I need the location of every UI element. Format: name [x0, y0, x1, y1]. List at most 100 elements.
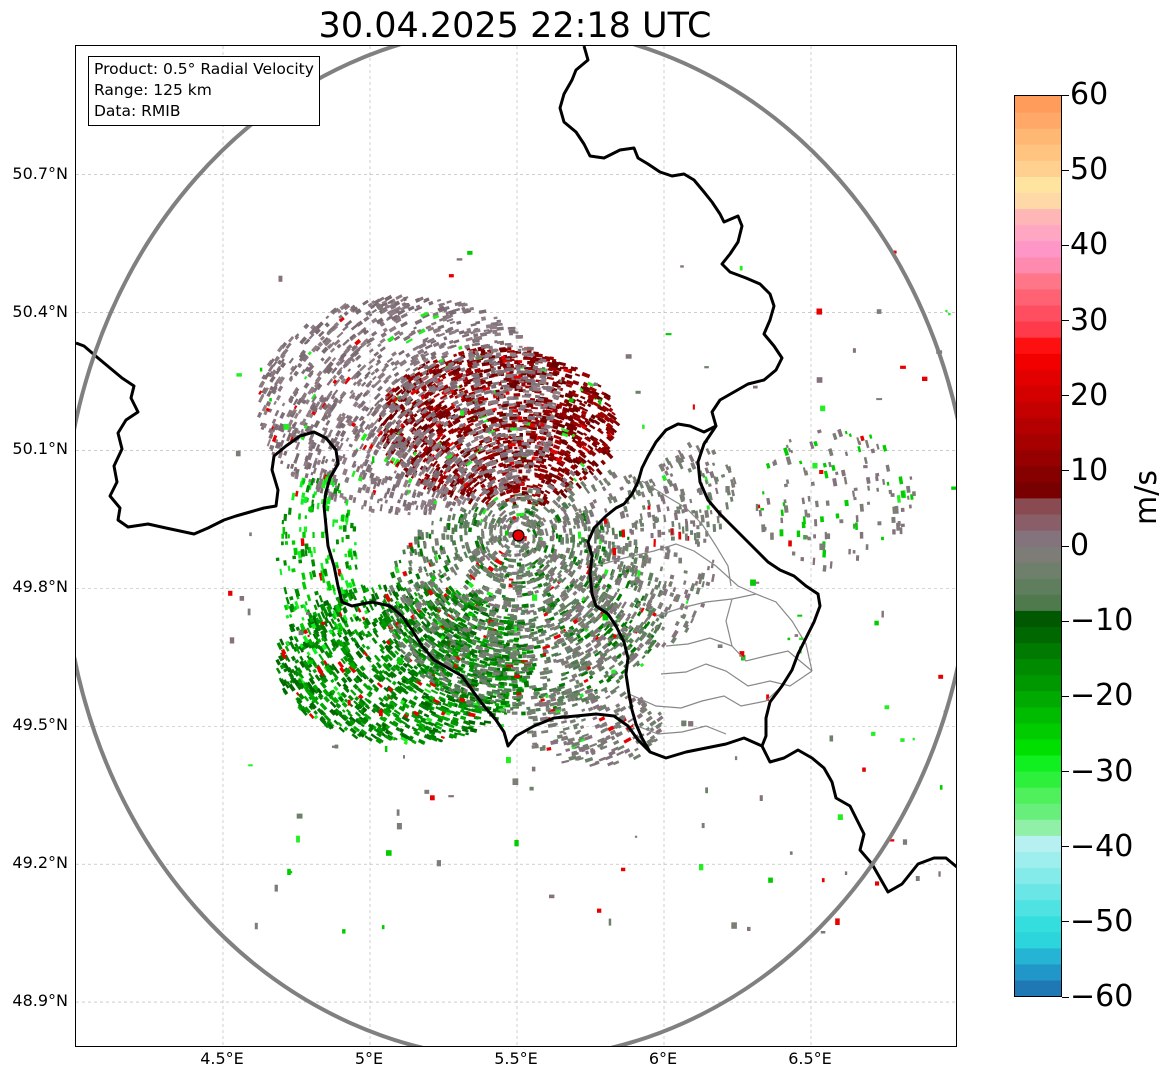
colorbar-segment	[1015, 497, 1061, 515]
colorbar-segment	[1015, 610, 1061, 627]
lon-tick-label: 4.5°E	[200, 1049, 244, 1068]
district-boundary	[641, 480, 732, 587]
colorbar-segment	[1015, 803, 1061, 820]
lat-tick-label: 48.9°N	[12, 991, 68, 1011]
colorbar-segment	[1015, 931, 1061, 949]
colorbar-segment	[1015, 546, 1061, 563]
colorbar-tick-label: 10	[1070, 452, 1109, 488]
info-product: Product: 0.5° Radial Velocity	[94, 60, 314, 78]
colorbar-segment	[1015, 578, 1061, 595]
district-boundary	[595, 543, 757, 595]
colorbar-segment	[1015, 513, 1061, 531]
lat-tick-label: 50.7°N	[12, 163, 68, 183]
colorbar-segment	[1015, 979, 1061, 996]
colorbar-segment	[1015, 433, 1061, 451]
colorbar-tick-mark	[1062, 545, 1069, 547]
colorbar-segment	[1015, 272, 1061, 290]
colorbar-segment	[1015, 867, 1061, 885]
colorbar-tick-mark	[1062, 771, 1069, 772]
colorbar-tick-label: −40	[1070, 828, 1134, 864]
colorbar-segment	[1015, 835, 1061, 852]
district-boundary	[655, 593, 813, 672]
colorbar-segment	[1015, 883, 1061, 901]
colorbar-segment	[1015, 771, 1061, 788]
colorbar-tick-label: 50	[1070, 152, 1109, 188]
colorbar-segment	[1015, 738, 1061, 756]
colorbar-tick-label: −30	[1070, 753, 1134, 789]
colorbar-segment	[1015, 192, 1061, 210]
colorbar-tick-mark	[1062, 921, 1069, 923]
colorbar-segment	[1015, 401, 1061, 419]
colorbar-segment	[1015, 96, 1061, 113]
colorbar-tick-mark	[1062, 996, 1069, 998]
colorbar-segment	[1015, 481, 1061, 499]
colorbar-tick-mark	[1062, 320, 1069, 321]
colorbar-segment	[1015, 449, 1061, 467]
colorbar-segment	[1015, 658, 1061, 676]
colorbar-tick-mark	[1062, 846, 1069, 848]
colorbar-tick-label: −20	[1070, 678, 1134, 714]
info-data-source: Data: RMIB	[94, 102, 181, 120]
colorbar-tick-mark	[1062, 470, 1069, 472]
colorbar-segment	[1015, 787, 1061, 804]
colorbar-tick-label: −60	[1070, 979, 1134, 1014]
map-title: 30.04.2025 22:18 UTC	[318, 6, 712, 46]
colorbar-segment	[1015, 112, 1061, 129]
colorbar-segment	[1015, 529, 1061, 547]
country-borders	[76, 46, 956, 894]
lon-tick-label: 6.5°E	[788, 1049, 832, 1068]
colorbar-segment	[1015, 899, 1061, 917]
lat-tick-label: 50.1°N	[12, 439, 68, 459]
info-range: Range: 125 km	[94, 81, 212, 99]
colorbar-segment	[1015, 385, 1061, 402]
district-boundary	[631, 723, 727, 735]
lat-tick-label: 50.4°N	[12, 301, 68, 321]
colorbar-tick-label: 40	[1070, 227, 1109, 263]
colorbar-segment	[1015, 304, 1061, 322]
district-boundary	[665, 637, 813, 672]
colorbar-segment	[1015, 240, 1061, 258]
colorbar-tick-label: 0	[1070, 528, 1090, 563]
border-luxembourg-germany	[696, 425, 822, 747]
colorbar-tick-label: −10	[1070, 603, 1134, 639]
radar-map-canvas	[76, 46, 956, 1046]
colorbar-segment	[1015, 722, 1061, 740]
district-boundaries	[595, 480, 813, 735]
colorbar-tick-mark	[1062, 395, 1069, 397]
colorbar-segment	[1015, 417, 1061, 435]
colorbar-segment	[1015, 321, 1061, 338]
district-boundary	[660, 663, 813, 687]
colorbar-segment	[1015, 642, 1061, 660]
colorbar-segment	[1015, 674, 1061, 692]
colorbar-segment	[1015, 337, 1061, 354]
colorbar-segment	[1015, 176, 1061, 194]
colorbar-segment	[1015, 690, 1061, 708]
colorbar-segment	[1015, 819, 1061, 836]
colorbar	[1014, 95, 1062, 997]
radar-map	[75, 45, 957, 1047]
colorbar-segment	[1015, 465, 1061, 483]
colorbar-tick-label: 30	[1070, 302, 1109, 338]
colorbar-segment	[1015, 915, 1061, 933]
lon-tick-label: 5°E	[354, 1049, 384, 1068]
colorbar-segment	[1015, 208, 1061, 226]
colorbar-segment	[1015, 128, 1061, 145]
colorbar-tick-mark	[1062, 695, 1069, 697]
colorbar-segment	[1015, 562, 1061, 579]
colorbar-segment	[1015, 754, 1061, 772]
colorbar-segment	[1015, 851, 1061, 869]
colorbar-segment	[1015, 963, 1061, 981]
district-boundary	[628, 685, 783, 709]
colorbar-segment	[1015, 947, 1061, 965]
lat-tick-label: 49.2°N	[12, 853, 68, 873]
colorbar-segment	[1015, 353, 1061, 370]
colorbar-segment	[1015, 224, 1061, 242]
colorbar-tick-label: 60	[1070, 77, 1109, 112]
colorbar-label: m/s	[1129, 470, 1164, 525]
colorbar-tick-mark	[1062, 244, 1069, 246]
colorbar-tick-label: −50	[1070, 903, 1134, 939]
colorbar-segment	[1015, 369, 1061, 386]
radar-site-marker	[512, 529, 525, 542]
colorbar-segment	[1015, 160, 1061, 177]
border-belgium-france-west	[76, 341, 956, 894]
